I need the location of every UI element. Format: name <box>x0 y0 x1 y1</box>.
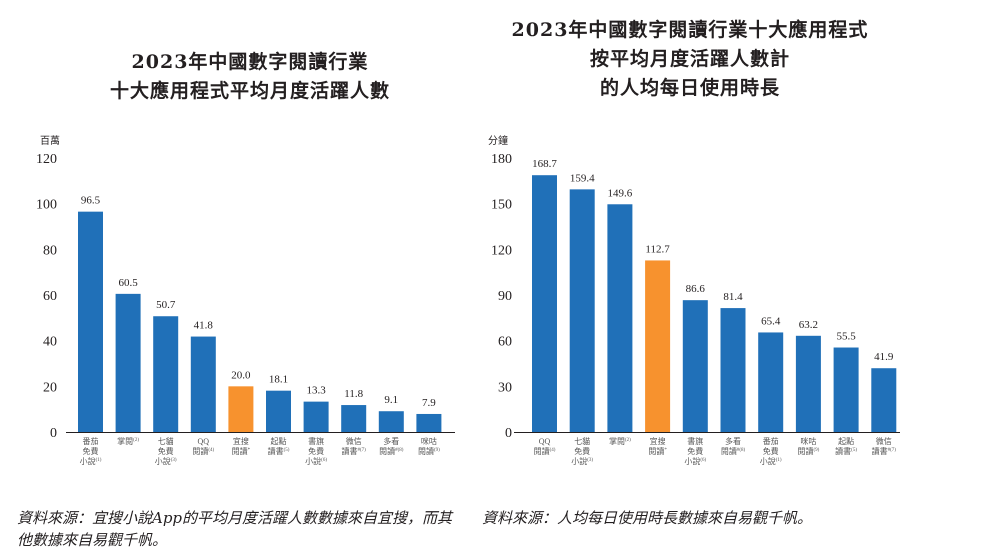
bar-value-label: 11.8 <box>344 388 363 400</box>
bar-value-label: 7.9 <box>422 397 436 409</box>
category-label: 微信讀書#(7) <box>872 436 897 456</box>
bar-value-label: 65.4 <box>761 315 781 327</box>
bar-value-label: 13.3 <box>306 385 326 397</box>
y-tick-label: 60 <box>43 289 57 304</box>
bar-value-label: 9.1 <box>384 394 398 406</box>
right-title-line-3: 的人均每日使用時長 <box>599 77 780 99</box>
right-title-line-2: 按平均月度活躍人數計 <box>589 48 790 70</box>
bar <box>607 204 633 432</box>
bar-value-label: 50.7 <box>156 299 176 311</box>
bar <box>190 336 216 432</box>
category-label: 多看閱讀#(8) <box>721 436 746 456</box>
bar-value-label: 55.5 <box>836 331 856 343</box>
bar <box>569 189 595 432</box>
bar-value-label: 86.6 <box>686 283 706 295</box>
mau-bar-chart-svg: 百萬 0 20 40 60 80 100 120 96.5 番茄免費小說(1) 60.5 掌閱(2) 5… <box>36 134 455 466</box>
y-tick-label: 40 <box>43 335 57 350</box>
category-label: 起點讀書(5) <box>835 436 857 456</box>
category-label: 七貓免費小說(3) <box>571 436 593 466</box>
mau-bar-chart: 百萬 0 20 40 60 80 100 120 96.5 番茄免費小說(1) 60.5 掌閱(2) 5… <box>0 130 470 480</box>
bar <box>153 316 179 432</box>
y-tick-label: 120 <box>491 243 512 258</box>
bar-value-label: 41.8 <box>194 320 214 332</box>
y-tick-label: 80 <box>43 243 57 258</box>
bar <box>833 347 859 432</box>
usage-time-bar-chart-svg: 分鐘 0 30 60 90 120 150 180 168.7 QQ 閱讀(4) 159.4 七貓免費小… <box>488 134 900 466</box>
category-label: 咪咕閱讀(9) <box>797 436 819 456</box>
bar-value-label: 159.4 <box>570 172 595 184</box>
y-tick-label: 100 <box>36 198 57 213</box>
y-axis-unit-label: 百萬 <box>40 134 60 147</box>
left-title-line-1: 2023年中國數字閱讀行業 <box>131 51 369 73</box>
bar <box>416 413 442 432</box>
bar-value-label: 41.9 <box>874 351 894 363</box>
bar <box>795 335 821 432</box>
bar-value-label: 168.7 <box>532 158 557 170</box>
bar <box>115 293 141 432</box>
category-label: 書旗免費小說(6) <box>305 436 327 466</box>
left-chart-title: 2023年中國數字閱讀行業 十大應用程式平均月度活躍人數 <box>40 48 460 106</box>
y-tick-label: 0 <box>50 426 57 441</box>
y-tick-label: 120 <box>36 152 57 167</box>
bar-value-label: 63.2 <box>799 319 818 331</box>
left-source-note: 資料來源：宜搜小說App的平均月度活躍人數數據來自宜搜，而其他數據來自易觀千帆。 <box>17 509 453 549</box>
category-label: 書旗免費小說(6) <box>684 436 706 466</box>
bar-value-label: 20.0 <box>231 369 251 381</box>
highlight-bar <box>228 386 254 432</box>
category-label: QQ 閱讀(4) <box>534 437 556 456</box>
bar <box>303 401 329 432</box>
bar <box>758 332 784 432</box>
y-tick-label: 90 <box>498 289 512 304</box>
bar-value-label: 112.7 <box>645 243 670 255</box>
bar-value-label: 60.5 <box>118 277 138 289</box>
highlight-bar <box>645 260 671 432</box>
y-axis-unit-label: 分鐘 <box>488 134 508 147</box>
category-label: 七貓免費小說(3) <box>155 436 177 466</box>
bar-value-label: 96.5 <box>81 195 101 207</box>
category-label: 宜搜閱讀* <box>648 436 667 456</box>
bar <box>720 308 746 432</box>
bar <box>871 368 897 432</box>
bar <box>266 390 291 432</box>
usage-time-bar-chart: 分鐘 0 30 60 90 120 150 180 168.7 QQ 閱讀(4) 159.4 七貓免費小… <box>470 130 920 480</box>
right-source-note: 資料來源：人均每日使用時長數據來自易觀千帆。 <box>482 509 813 527</box>
bar <box>341 405 367 432</box>
category-label: 咪咕閱讀(9) <box>418 436 440 456</box>
category-label: 番茄免費小說(1) <box>760 436 782 466</box>
category-label: 微信讀書#(7) <box>342 436 367 456</box>
category-label: 掌閱(2) <box>117 436 139 446</box>
bar-value-label: 81.4 <box>723 291 743 303</box>
right-chart-title: 2023年中國數字閱讀行業十大應用程式 按平均月度活躍人數計 的人均每日使用時長 <box>480 16 900 103</box>
y-tick-label: 30 <box>498 380 512 395</box>
y-tick-label: 60 <box>498 335 512 350</box>
category-label: 番茄免費小說(1) <box>80 436 102 466</box>
category-label: QQ 閱讀(4) <box>192 437 214 456</box>
left-title-line-2: 十大應用程式平均月度活躍人數 <box>109 80 390 102</box>
category-label: 多看閱讀#(8) <box>379 436 404 456</box>
bar <box>78 211 103 432</box>
bar <box>378 411 404 432</box>
bar-value-label: 18.1 <box>269 374 288 386</box>
right-title-line-1: 2023年中國數字閱讀行業十大應用程式 <box>511 19 869 41</box>
y-tick-label: 150 <box>491 198 512 213</box>
category-label: 掌閱(2) <box>609 436 631 446</box>
category-label: 起點讀書(5) <box>268 436 290 456</box>
y-tick-label: 0 <box>505 426 512 441</box>
bar <box>532 175 557 432</box>
bar <box>682 300 708 432</box>
bar-value-label: 149.6 <box>608 187 633 199</box>
y-tick-label: 20 <box>43 380 57 395</box>
y-tick-label: 180 <box>491 152 512 167</box>
category-label: 宜搜閱讀* <box>232 436 251 456</box>
